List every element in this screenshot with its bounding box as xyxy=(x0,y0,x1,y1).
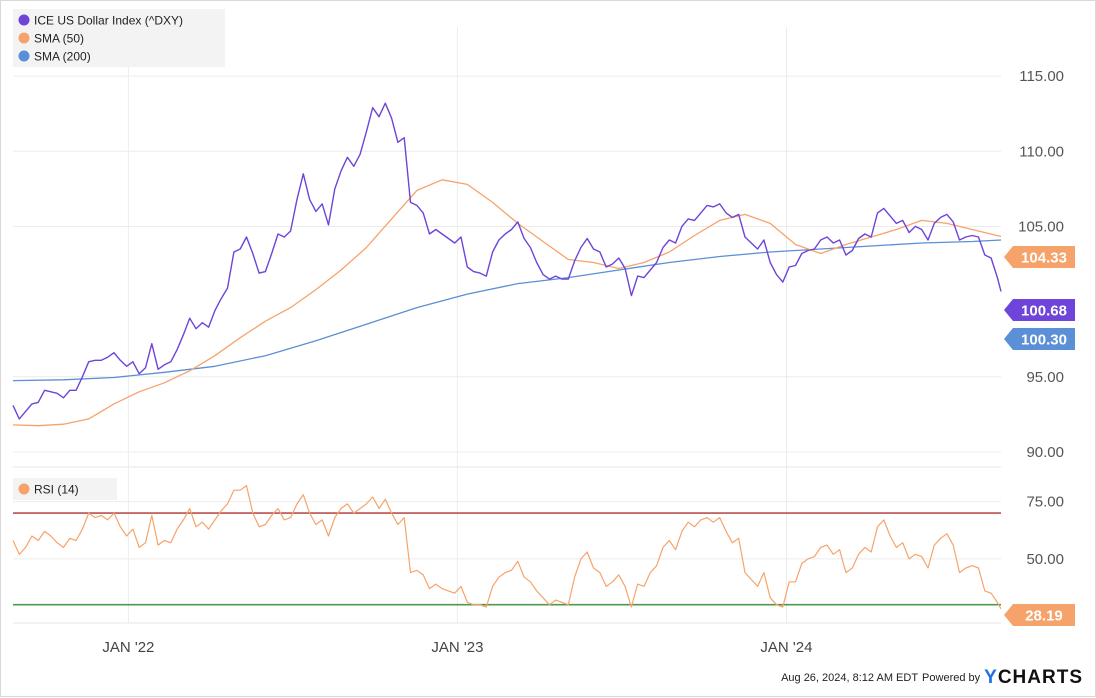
legend-label[interactable]: ICE US Dollar Index (^DXY) xyxy=(34,14,183,28)
y-tick-label: 95.00 xyxy=(1026,369,1064,386)
rsi-line xyxy=(12,485,1002,610)
y-tick-label: 105.00 xyxy=(1018,218,1064,235)
dxy-line xyxy=(12,102,1002,420)
legend-swatch xyxy=(18,32,30,44)
rsi-tick-label: 50.00 xyxy=(1026,551,1064,568)
legend-swatch xyxy=(18,14,30,26)
sma-200-last-value: 100.30 xyxy=(1021,332,1067,349)
footer-powered-by: Powered by xyxy=(922,672,981,684)
footer-timestamp: Aug 26, 2024, 8:12 AM EDT xyxy=(781,672,919,684)
sma-50-last-value: 104.33 xyxy=(1021,250,1067,267)
rsi-last-value: 28.19 xyxy=(1025,608,1063,625)
dxy-last-value: 100.68 xyxy=(1021,303,1067,320)
x-tick-label: JAN '22 xyxy=(102,639,154,656)
ycharts-logo[interactable]: YCHARTS xyxy=(984,667,1083,689)
rsi-tick-label: 75.00 xyxy=(1026,494,1064,511)
legend-swatch xyxy=(18,50,30,62)
ycharts-logo-mark: Y xyxy=(984,667,998,688)
legend-label[interactable]: SMA (200) xyxy=(34,50,91,64)
y-tick-label: 110.00 xyxy=(1019,143,1064,160)
sma-200-line xyxy=(12,239,1002,382)
y-tick-label: 115.00 xyxy=(1019,68,1064,85)
sma-50-last-value-badge xyxy=(1004,246,1075,268)
x-tick-label: JAN '23 xyxy=(431,639,483,656)
sma-200-last-value-badge xyxy=(1004,328,1075,350)
price-legend xyxy=(13,9,225,67)
legend-label[interactable]: RSI (14) xyxy=(34,483,79,497)
legend-label[interactable]: SMA (50) xyxy=(34,32,84,46)
dxy-last-value-badge xyxy=(1004,299,1075,321)
x-tick-label: JAN '24 xyxy=(760,639,812,656)
chart-footer: Aug 26, 2024, 8:12 AM EDT Powered by YCH… xyxy=(781,666,1083,690)
legend-swatch xyxy=(18,483,30,495)
sma-50-line xyxy=(12,179,1002,427)
rsi-legend xyxy=(13,478,117,500)
y-tick-label: 90.00 xyxy=(1026,444,1064,461)
ycharts-logo-text: CHARTS xyxy=(997,667,1083,688)
rsi-last-value-badge xyxy=(1004,604,1075,626)
